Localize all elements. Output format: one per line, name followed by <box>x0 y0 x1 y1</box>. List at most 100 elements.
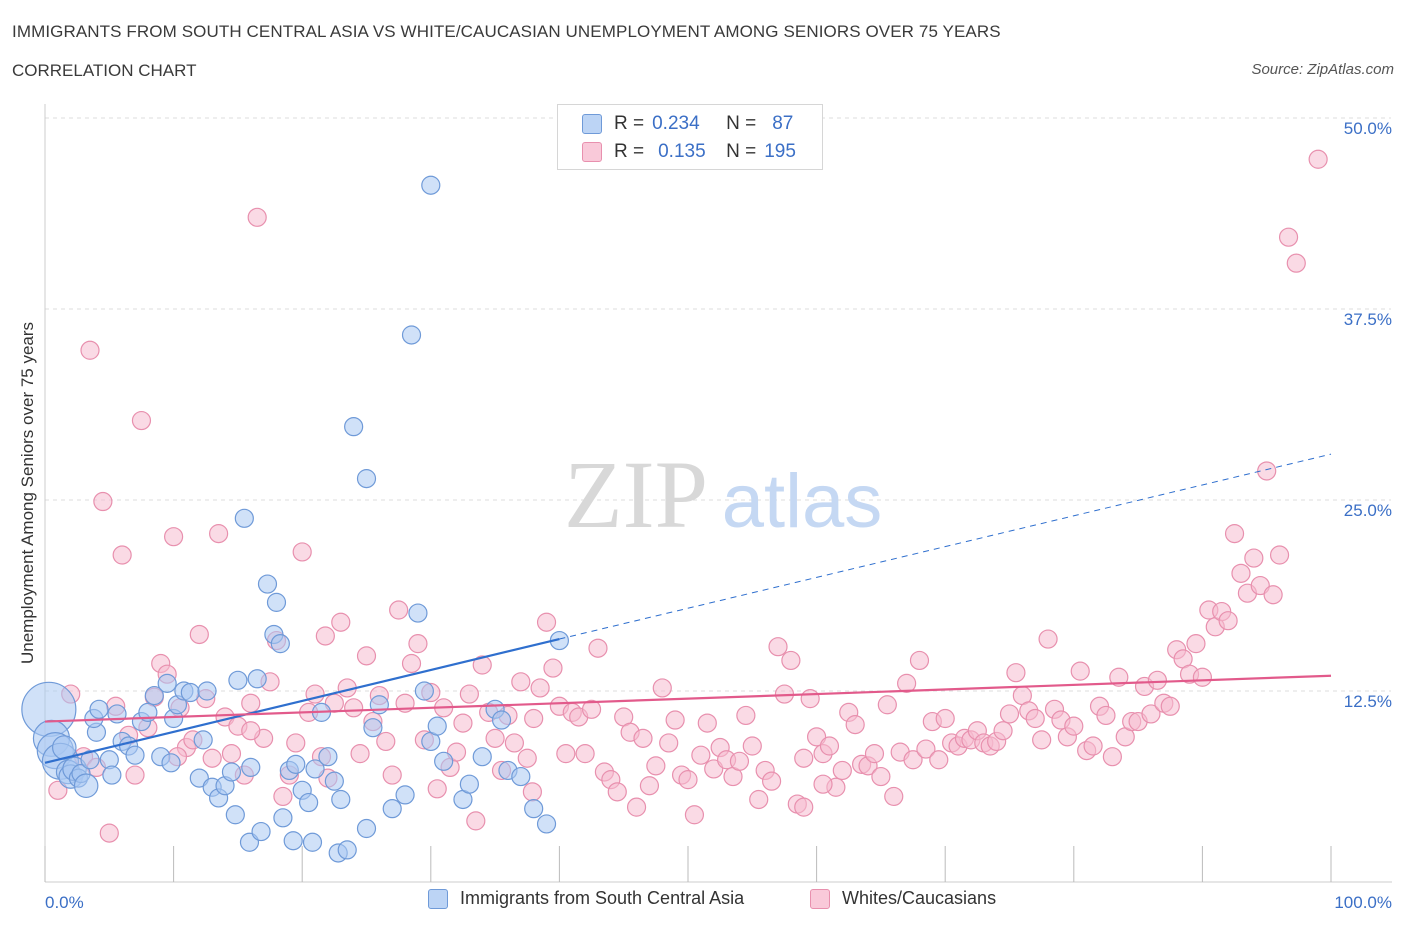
data-point <box>729 751 750 771</box>
data-point <box>389 600 409 620</box>
data-point <box>408 634 428 654</box>
bottom-legend-whites: Whites/Caucasians <box>810 888 996 909</box>
data-point <box>331 789 351 810</box>
legend-swatch-blue <box>582 114 602 134</box>
data-point <box>485 728 505 748</box>
data-point <box>916 739 936 759</box>
legend-r-value: 0.234 <box>652 113 700 134</box>
x-tick-label-min: 0.0% <box>45 893 84 912</box>
data-point <box>228 670 248 690</box>
data-point <box>221 744 242 764</box>
y-tick-label: 50.0% <box>1344 119 1392 138</box>
data-point <box>221 762 242 782</box>
data-point <box>736 705 756 726</box>
data-point <box>414 681 434 701</box>
legend-n-label: N = <box>726 141 757 162</box>
data-point <box>241 721 261 741</box>
data-point <box>999 704 1020 724</box>
data-point <box>408 603 428 623</box>
data-point <box>536 612 557 632</box>
data-point <box>286 754 306 774</box>
chart-title: IMMIGRANTS FROM SOUTH CENTRAL ASIA VS WH… <box>12 22 1001 41</box>
data-point <box>742 736 762 756</box>
data-point <box>929 750 949 770</box>
data-point <box>292 542 312 562</box>
data-point <box>1286 253 1306 273</box>
data-point <box>659 733 679 753</box>
grid <box>45 117 1391 692</box>
data-point <box>1064 716 1084 736</box>
data-point <box>125 745 145 765</box>
data-point <box>247 669 267 689</box>
data-point <box>588 638 608 658</box>
data-point <box>305 759 325 779</box>
immigrants-points <box>21 175 570 863</box>
data-point <box>161 753 181 773</box>
watermark-zip: ZIP <box>564 441 708 548</box>
bottom-legend-label: Immigrants from South Central Asia <box>460 888 745 908</box>
immigrants-trend-extension <box>559 453 1332 640</box>
data-point <box>800 689 820 709</box>
data-point <box>1192 667 1213 687</box>
data-point <box>639 776 660 796</box>
data-point <box>517 748 537 768</box>
data-point <box>315 626 335 646</box>
data-point <box>283 831 303 851</box>
data-point <box>350 744 370 764</box>
data-point <box>247 207 267 227</box>
data-point <box>369 695 389 715</box>
data-point <box>749 789 769 810</box>
data-point <box>575 744 595 764</box>
stats-legend: R = 0.234 N = 87 R = 0.135 N = 195 <box>557 104 823 170</box>
y-axis-label: Unemployment Among Seniors over 75 years <box>18 321 37 665</box>
data-point <box>337 840 357 860</box>
data-point <box>324 771 344 791</box>
y-tick-label: 37.5% <box>1344 310 1392 329</box>
data-point <box>382 799 402 819</box>
data-point <box>1147 670 1167 690</box>
data-point <box>270 634 290 654</box>
data-point <box>1278 227 1299 247</box>
legend-n-label: N = <box>726 113 757 134</box>
data-point <box>1231 563 1251 583</box>
bottom-legend-label: Whites/Caucasians <box>842 888 997 908</box>
data-point <box>302 832 323 852</box>
data-point <box>524 708 544 729</box>
data-point <box>251 821 271 842</box>
data-point <box>1160 696 1180 716</box>
data-point <box>1006 663 1026 683</box>
data-point <box>1141 704 1161 724</box>
immigrants-trend-line <box>44 637 560 764</box>
data-point <box>202 748 222 768</box>
data-point <box>363 718 383 738</box>
data-point <box>376 731 396 752</box>
data-point <box>356 818 377 839</box>
data-point <box>819 736 840 756</box>
data-point <box>511 766 531 787</box>
data-point <box>536 814 557 834</box>
data-point <box>356 646 377 666</box>
data-point <box>1186 634 1206 654</box>
data-point <box>1263 585 1283 605</box>
data-point <box>652 678 672 698</box>
data-point <box>180 682 200 703</box>
watermark-atlas: atlas <box>722 459 883 544</box>
data-point <box>646 756 666 776</box>
data-point <box>93 491 113 512</box>
data-point <box>813 774 833 794</box>
data-point <box>164 527 184 547</box>
legend-swatch-pink <box>582 142 602 162</box>
data-point <box>877 695 897 715</box>
data-point <box>197 681 217 701</box>
data-point <box>530 678 550 698</box>
data-point <box>89 699 109 719</box>
data-point <box>434 751 454 771</box>
data-point <box>794 748 814 768</box>
whites-trend-line <box>44 674 1332 723</box>
data-point <box>344 417 364 437</box>
data-point <box>1096 705 1116 726</box>
data-point <box>1032 730 1052 750</box>
data-point <box>897 673 917 693</box>
data-point <box>356 469 377 489</box>
data-point <box>459 684 479 704</box>
